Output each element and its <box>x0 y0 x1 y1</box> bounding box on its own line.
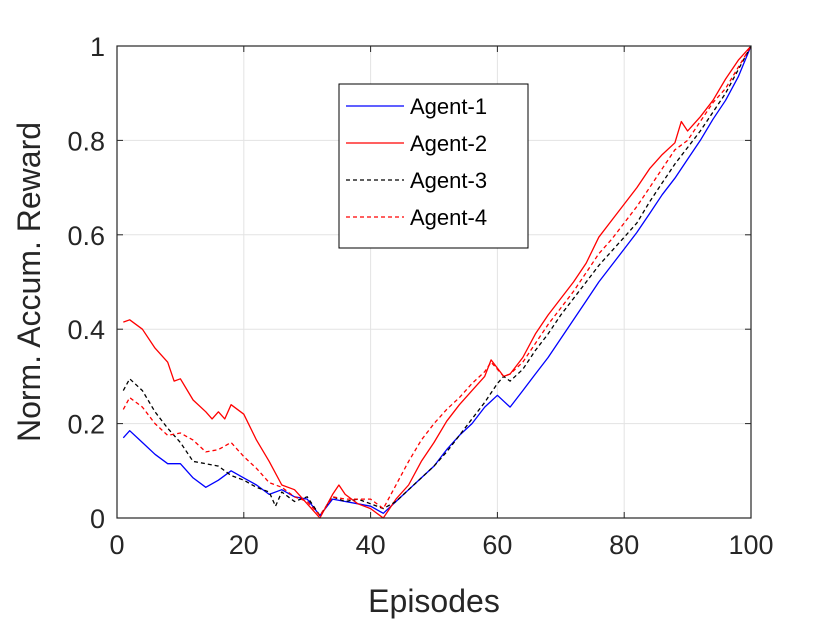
y-tick-label: 0.2 <box>67 410 105 440</box>
y-axis-label: Norm. Accum. Reward <box>11 122 47 442</box>
y-tick-label: 0.4 <box>67 315 105 345</box>
x-tick-label: 20 <box>229 530 259 560</box>
legend-label-agent-4: Agent-4 <box>410 205 487 230</box>
y-tick-label: 0.8 <box>67 126 105 156</box>
legend: Agent-1 Agent-2 Agent-3 Agent-4 <box>338 83 529 249</box>
legend-box <box>338 83 529 249</box>
legend-label-agent-1: Agent-1 <box>410 94 487 119</box>
plot-area-frame <box>116 45 752 519</box>
x-tick-label: 60 <box>482 530 512 560</box>
y-tick-label: 0 <box>90 504 105 534</box>
x-tick-label: 40 <box>356 530 386 560</box>
series-line-agent-2 <box>123 45 752 519</box>
y-tick-label: 1 <box>90 32 105 62</box>
y-tick-label: 0.6 <box>67 221 105 251</box>
axis-ticks: 0 20 40 60 80 100 0 0.2 0.4 0.6 0.8 1 <box>67 32 773 560</box>
legend-label-agent-3: Agent-3 <box>410 168 487 193</box>
x-tick-label: 0 <box>109 530 124 560</box>
series-line-agent-3 <box>122 45 752 517</box>
series-lines <box>122 45 752 519</box>
x-tick-label: 100 <box>728 530 773 560</box>
x-tick-label: 80 <box>609 530 639 560</box>
series-line-agent-4 <box>122 45 752 517</box>
legend-label-agent-2: Agent-2 <box>410 131 487 156</box>
x-axis-label: Episodes <box>368 583 500 619</box>
